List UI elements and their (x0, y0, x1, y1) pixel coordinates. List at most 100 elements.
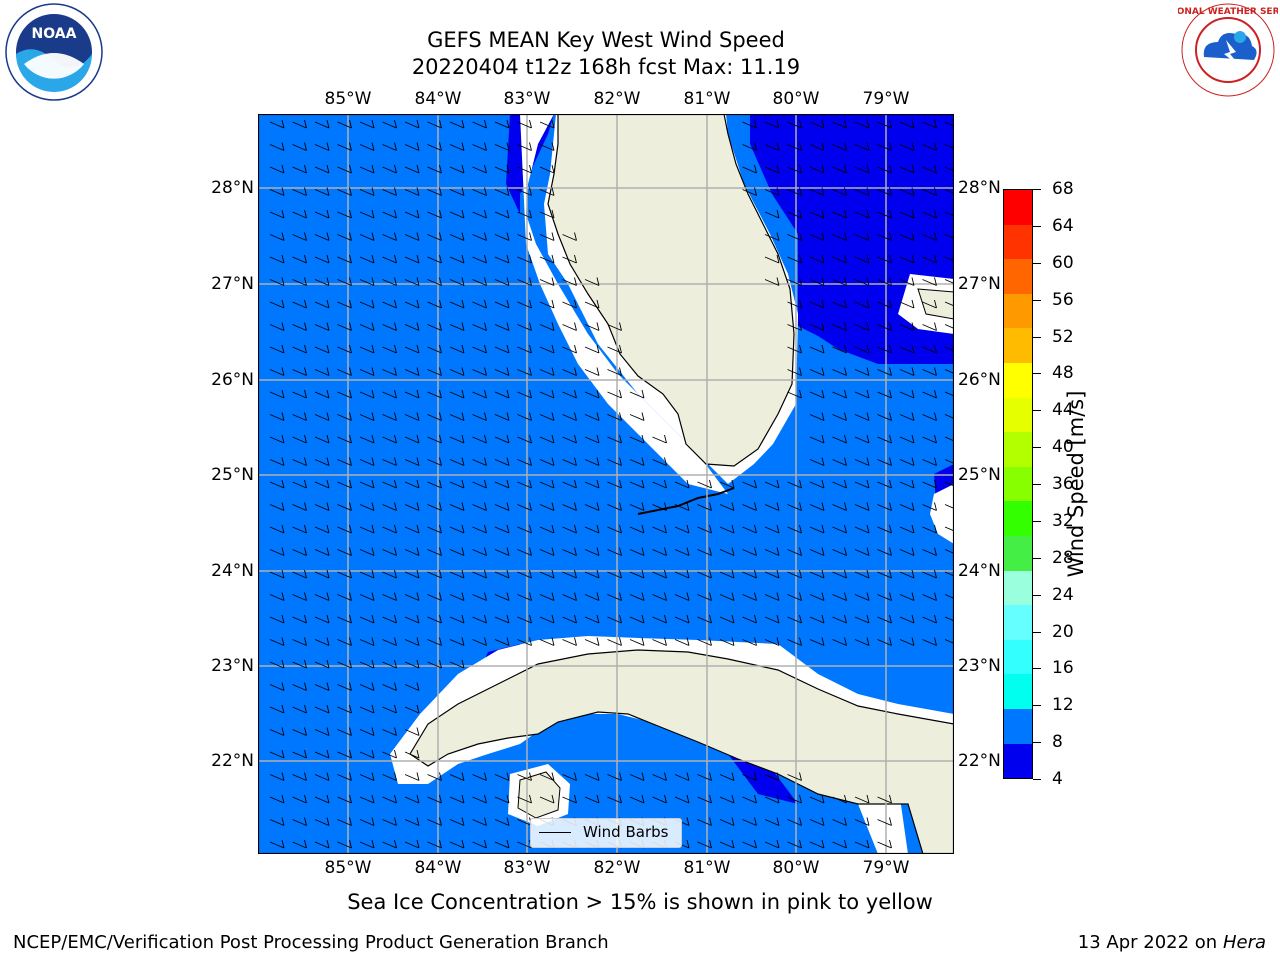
wind-barb (359, 389, 375, 399)
wind-barb (472, 502, 487, 511)
wind-barb (382, 547, 397, 556)
wind-barb (607, 592, 622, 601)
wind-barb (607, 524, 622, 534)
wind-barb (359, 457, 375, 466)
lat-tick-label: 26°N (211, 370, 254, 390)
wind-barb (314, 502, 330, 511)
nws-logo-text: NATIONAL WEATHER SERVICE (1178, 7, 1278, 17)
wind-barb (449, 142, 465, 151)
wind-barb (809, 119, 825, 129)
florida-keys (637, 487, 735, 515)
wind-barb (472, 412, 487, 421)
wind-barb (832, 254, 847, 264)
wind-barb (607, 794, 622, 804)
wind-barb (404, 187, 420, 196)
wind-barb (427, 794, 442, 804)
wind-barb (899, 187, 915, 196)
wind-barb (877, 344, 892, 354)
wind-barb (764, 637, 780, 646)
legend-wind-barb-icon (539, 832, 571, 833)
colorbar-tick-mark (1033, 225, 1041, 227)
wind-barb (494, 232, 510, 241)
wind-barb (944, 526, 954, 532)
noaa-logo-icon: NOAA (4, 2, 104, 102)
wind-barb (517, 794, 532, 804)
wind-barb (809, 479, 825, 489)
wind-barb (382, 704, 397, 714)
wind-barb (449, 592, 465, 601)
noaa-logo-text: NOAA (32, 26, 77, 42)
wind-barb (314, 659, 330, 669)
wind-barb (404, 119, 420, 129)
wind-barb (787, 344, 802, 354)
wind-barb (337, 142, 352, 151)
wind-barb (292, 524, 307, 534)
wind-barb (314, 682, 330, 691)
wind-barb (877, 164, 892, 174)
wind-barb (494, 817, 510, 826)
wind-barb (539, 637, 555, 646)
wind-barb (629, 794, 645, 804)
wind-barb (517, 502, 532, 511)
wind-barb (292, 817, 307, 826)
wind-barb (359, 142, 375, 151)
wind-barb (404, 682, 420, 691)
wind-barb (404, 254, 420, 264)
wind-barb (832, 434, 847, 444)
wind-barb (539, 367, 555, 376)
wind-barb (742, 794, 757, 804)
wind-barb (832, 592, 847, 601)
wind-barb (269, 457, 285, 466)
wind-barb (404, 614, 420, 624)
wind-barb (382, 164, 397, 174)
colorbar-segment (1004, 639, 1032, 675)
wind-zone-low-cuba-s (728, 754, 798, 804)
wind-barb (944, 571, 954, 577)
wind-barb (944, 616, 954, 622)
wind-barb (517, 187, 532, 196)
lat-tick-label: 22°N (211, 751, 254, 771)
wind-barb (472, 794, 487, 804)
wind-barb (472, 164, 487, 174)
wind-barb (719, 479, 735, 489)
wind-barb (922, 569, 937, 579)
wind-barb (607, 367, 622, 376)
wind-barb (674, 547, 690, 556)
wind-barb (449, 367, 465, 376)
colorbar-tick-label: 36 (1052, 474, 1074, 494)
wind-barb (382, 209, 397, 219)
wind-barb (584, 344, 600, 354)
wind-barb (314, 277, 330, 286)
wind-barb (314, 457, 330, 466)
map-panel[interactable] (257, 113, 955, 855)
wind-barb (517, 547, 532, 556)
colorbar-tick-label: 20 (1052, 621, 1074, 642)
wind-barb (427, 187, 442, 196)
wind-barb (742, 479, 757, 489)
wind-barb (922, 142, 937, 151)
wind-barb (674, 772, 690, 781)
wind-barb (584, 614, 600, 624)
wind-barb (809, 389, 825, 399)
colorbar-tick-mark (1033, 410, 1041, 412)
wind-barb (809, 457, 825, 466)
wind-barb (269, 502, 285, 511)
map-canvas (257, 113, 955, 855)
wind-barb (269, 682, 285, 691)
wind-barb (944, 301, 954, 307)
wind-barb (562, 547, 577, 556)
wind-barb (292, 434, 307, 444)
wind-barb (472, 434, 487, 444)
wind-barb (359, 659, 375, 669)
wind-barb (427, 344, 442, 354)
wind-barb (494, 142, 510, 151)
wind-barb (359, 479, 375, 489)
sea-ice-note: Sea Ice Concentration > 15% is shown in … (347, 890, 933, 914)
wind-barb (899, 277, 915, 286)
wind-barb (494, 209, 510, 219)
wind-barb (539, 457, 555, 466)
wind-barb (832, 502, 847, 511)
wind-barb (764, 547, 780, 556)
wind-barb (787, 547, 802, 556)
wind-barb (449, 434, 465, 444)
